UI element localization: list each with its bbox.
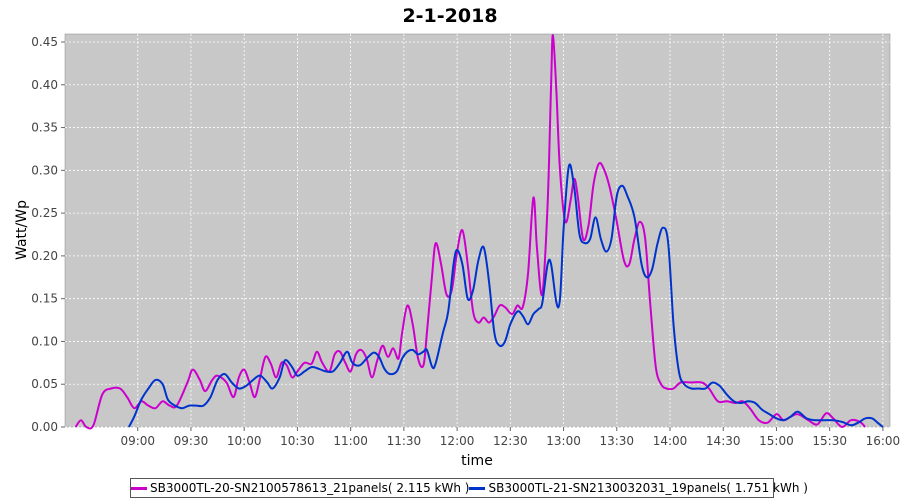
x-tick-label: 11:30 <box>387 434 422 448</box>
chart-title: 2-1-2018 <box>402 5 497 27</box>
x-tick-label: 15:30 <box>812 434 847 448</box>
x-tick-label: 16:00 <box>866 434 900 448</box>
legend-item-series-1: SB3000TL-20-SN2100578613_21panels( 2.115… <box>131 481 469 495</box>
y-tick-label: 0.30 <box>31 163 58 177</box>
y-tick-label: 0.00 <box>31 420 58 434</box>
y-tick-label: 0.35 <box>31 121 58 135</box>
x-tick-label: 12:30 <box>493 434 528 448</box>
y-tick-label: 0.05 <box>31 377 58 391</box>
grid-lines <box>65 34 890 428</box>
y-tick-label: 0.10 <box>31 334 58 348</box>
legend-item-series-2: SB3000TL-21-SN2130032031_19panels( 1.751… <box>469 481 808 495</box>
x-tick-label: 12:00 <box>440 434 475 448</box>
y-tick-label: 0.15 <box>31 292 58 306</box>
x-tick-label: 14:00 <box>653 434 688 448</box>
x-tick-label: 15:00 <box>759 434 794 448</box>
x-tick-label: 13:30 <box>599 434 634 448</box>
legend-swatch-magenta-icon <box>131 486 147 490</box>
series-line-1 <box>74 34 866 430</box>
x-tick-label: 13:00 <box>546 434 581 448</box>
legend-label-series-1: SB3000TL-20-SN2100578613_21panels( 2.115… <box>150 481 470 495</box>
x-axis-label: time <box>461 453 493 469</box>
series-line-2 <box>128 163 884 428</box>
y-tick-label: 0.45 <box>31 35 58 49</box>
legend-label-series-2: SB3000TL-21-SN2130032031_19panels( 1.751… <box>488 481 808 495</box>
y-tick-label: 0.40 <box>31 78 58 92</box>
x-tick-label: 11:00 <box>333 434 368 448</box>
y-tick-label: 0.25 <box>31 206 58 220</box>
x-tick-label: 09:00 <box>120 434 155 448</box>
x-tick-label: 10:30 <box>280 434 315 448</box>
y-tick-label: 0.20 <box>31 249 58 263</box>
series-lines <box>74 34 884 430</box>
x-tick-label: 10:00 <box>227 434 262 448</box>
x-axis: 09:00 09:30 10:00 10:30 11:00 11:30 12:00 12:30… <box>120 427 900 448</box>
legend: SB3000TL-20-SN2100578613_21panels( 2.115… <box>130 478 808 498</box>
plot-area <box>64 33 891 428</box>
y-axis: 0.00 0.05 0.10 0.15 0.20 0.25 0.30 0.35 0.40 0.45 <box>31 35 65 434</box>
y-axis-label: Watt/Wp <box>14 200 30 260</box>
x-tick-label: 14:30 <box>706 434 741 448</box>
x-tick-label: 09:30 <box>174 434 209 448</box>
legend-swatch-blue-icon <box>469 486 486 490</box>
